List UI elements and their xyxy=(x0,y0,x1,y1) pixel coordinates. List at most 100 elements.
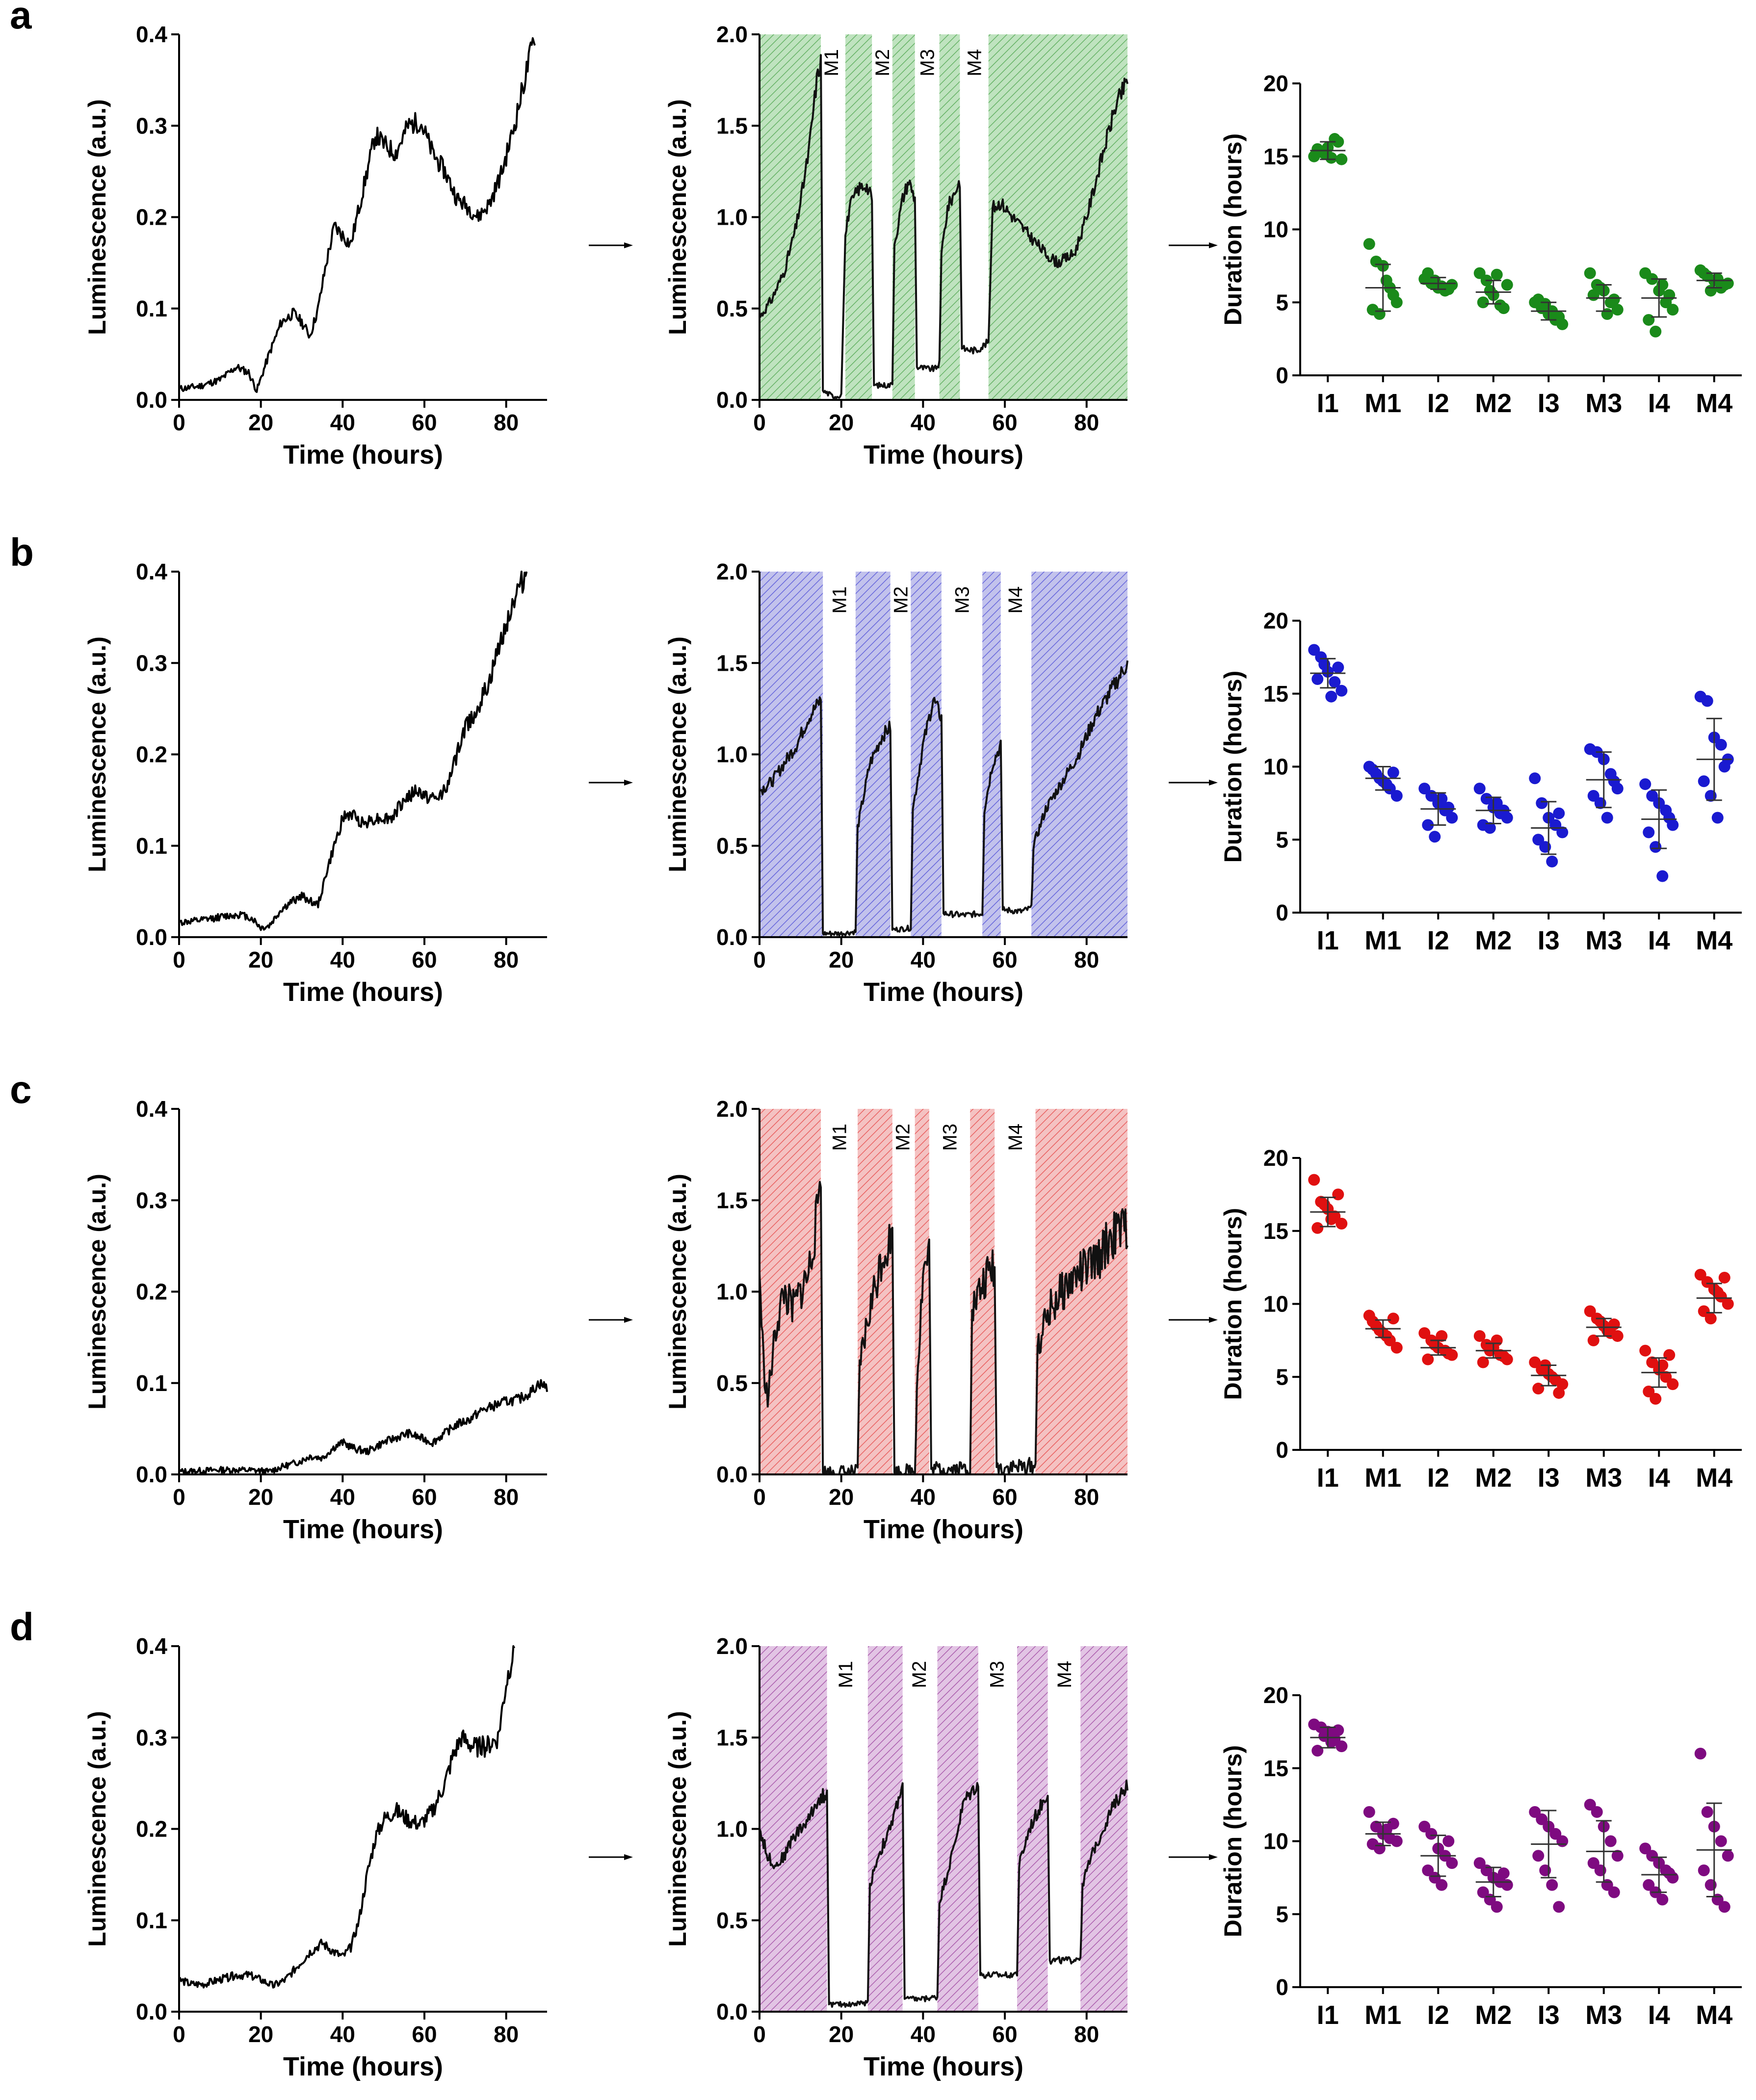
segmented-trace-chart-b: M1 M2 M3 M4 0.0 0.5 1.0 1.5 2.0 0 20 40 60 80 Luminesc… xyxy=(664,559,1128,1007)
seg-a-ytick-label: 2.0 xyxy=(716,22,748,47)
seg-d-xtick-label: 40 xyxy=(911,2021,936,2047)
data-point-a xyxy=(1442,283,1455,295)
data-point-d xyxy=(1442,1835,1455,1847)
category-label-m2: M2 xyxy=(1475,1463,1512,1493)
right-arrow-icon xyxy=(1209,1854,1218,1860)
raw-c-xtick-label: 20 xyxy=(248,1484,273,1510)
data-point-d xyxy=(1390,1835,1403,1847)
raw-trace-line-d xyxy=(178,1645,516,1989)
category-label-i2: I2 xyxy=(1427,2000,1449,2030)
raw-trace-line-b xyxy=(178,571,528,931)
scatter-d-ytick-label: 15 xyxy=(1263,1756,1288,1781)
data-point-d xyxy=(1491,1901,1503,1913)
data-point-b xyxy=(1643,826,1655,839)
data-point-a xyxy=(1698,267,1710,279)
raw-xlabel-c: Time (hours) xyxy=(283,1515,443,1544)
shaded-interval-a xyxy=(988,34,1127,400)
data-point-b xyxy=(1311,673,1324,685)
data-point-d xyxy=(1591,1806,1603,1818)
data-point-a xyxy=(1332,136,1344,148)
category-label-i1: I1 xyxy=(1317,926,1339,955)
data-point-c xyxy=(1366,1315,1379,1328)
data-point-a xyxy=(1553,311,1565,323)
seg-c-xtick-label: 80 xyxy=(1074,1484,1099,1510)
seg-d-xtick-label: 20 xyxy=(829,2021,854,2047)
shaded-interval-c xyxy=(858,1109,892,1474)
window-label-m4: M4 xyxy=(1005,1124,1026,1151)
seg-c-xtick-label: 0 xyxy=(753,1484,766,1510)
data-point-c xyxy=(1436,1330,1448,1342)
data-point-d xyxy=(1311,1745,1324,1757)
category-label-m4: M4 xyxy=(1696,2000,1732,2030)
segmented-trace-line-a xyxy=(759,54,1128,400)
right-arrow-icon xyxy=(624,1317,633,1323)
seg-b-ytick-label: 2.0 xyxy=(716,559,748,584)
raw-trace-line-c xyxy=(178,1379,548,1475)
raw-c-ytick-label: 0.2 xyxy=(136,1279,167,1305)
data-point-d xyxy=(1332,1724,1344,1736)
duration-scatter-chart-c: I1 M1 I2 M2 I3 M3 I4 M4 0 5 10 15 20 Duration (hours) xyxy=(1219,1145,1742,1493)
raw-trace-chart-c: 0.0 0.1 0.2 0.3 0.4 0 20 40 60 80 Luminescence (a.… xyxy=(83,1096,548,1544)
data-point-c xyxy=(1722,1298,1734,1310)
data-point-d xyxy=(1604,1835,1617,1847)
raw-c-ytick-label: 0.1 xyxy=(136,1370,167,1396)
seg-a-ytick-label: 0.5 xyxy=(716,296,748,321)
scatter-d-ytick-label: 5 xyxy=(1276,1901,1288,1927)
shaded-interval-b xyxy=(911,572,942,937)
data-point-b xyxy=(1473,783,1486,795)
data-point-d xyxy=(1532,1850,1545,1862)
raw-d-xtick-label: 60 xyxy=(412,2021,437,2047)
right-arrow-icon xyxy=(1209,780,1218,786)
data-point-c xyxy=(1608,1318,1620,1331)
data-point-b xyxy=(1546,855,1558,867)
data-point-d xyxy=(1656,1893,1669,1906)
raw-a-xtick-label: 80 xyxy=(494,410,519,435)
data-point-d xyxy=(1436,1879,1448,1891)
data-point-d xyxy=(1501,1879,1513,1891)
data-point-b xyxy=(1536,797,1548,809)
raw-ylabel-b: Luminescence (a.u.) xyxy=(83,636,111,872)
data-point-b xyxy=(1442,801,1455,814)
seg-d-ytick-label: 1.5 xyxy=(716,1725,748,1750)
scatter-a-ytick-label: 20 xyxy=(1263,71,1288,96)
raw-d-xtick-label: 20 xyxy=(248,2021,273,2047)
right-arrow-icon xyxy=(624,780,633,786)
seg-ylabel-b: Luminescence (a.u.) xyxy=(664,636,691,872)
category-label-i2: I2 xyxy=(1427,389,1449,418)
data-point-b xyxy=(1639,778,1651,790)
scatter-d-ytick-label: 10 xyxy=(1263,1829,1288,1854)
scatter-d-ytick-label: 0 xyxy=(1276,1974,1288,2000)
seg-c-ytick-label: 2.0 xyxy=(716,1096,748,1122)
category-label-i1: I1 xyxy=(1317,389,1339,418)
window-label-m1: M1 xyxy=(821,49,842,77)
seg-c-ytick-label: 1.5 xyxy=(716,1187,748,1213)
panel-label-b: b xyxy=(10,530,34,574)
category-label-m3: M3 xyxy=(1585,1463,1622,1493)
data-point-a xyxy=(1608,293,1620,306)
category-label-m2: M2 xyxy=(1475,2000,1512,2030)
data-point-c xyxy=(1332,1188,1344,1201)
raw-ylabel-c: Luminescence (a.u.) xyxy=(83,1174,111,1410)
raw-a-ytick-label: 0.4 xyxy=(136,22,167,47)
window-label-m1: M1 xyxy=(829,1124,851,1151)
seg-c-ytick-label: 1.0 xyxy=(716,1279,748,1305)
data-point-b xyxy=(1387,766,1399,779)
raw-c-xtick-label: 40 xyxy=(330,1484,355,1510)
seg-d-ytick-label: 1.0 xyxy=(716,1816,748,1842)
raw-a-ytick-label: 0.3 xyxy=(136,113,167,138)
data-point-d xyxy=(1611,1850,1624,1862)
data-point-a xyxy=(1363,238,1375,250)
window-label-m3: M3 xyxy=(940,1124,961,1151)
seg-a-ytick-label: 1.0 xyxy=(716,205,748,230)
seg-xlabel-b: Time (hours) xyxy=(864,977,1023,1007)
data-point-d xyxy=(1556,1835,1569,1847)
data-point-d xyxy=(1446,1857,1458,1869)
seg-ylabel-c: Luminescence (a.u.) xyxy=(664,1174,691,1410)
raw-d-xtick-label: 80 xyxy=(494,2021,519,2047)
raw-d-ytick-label: 0.4 xyxy=(136,1633,167,1659)
data-point-d xyxy=(1553,1901,1565,1913)
category-label-m4: M4 xyxy=(1696,389,1732,418)
data-point-d xyxy=(1694,1748,1706,1759)
raw-d-ytick-label: 0.3 xyxy=(136,1725,167,1750)
data-point-a xyxy=(1667,304,1679,316)
